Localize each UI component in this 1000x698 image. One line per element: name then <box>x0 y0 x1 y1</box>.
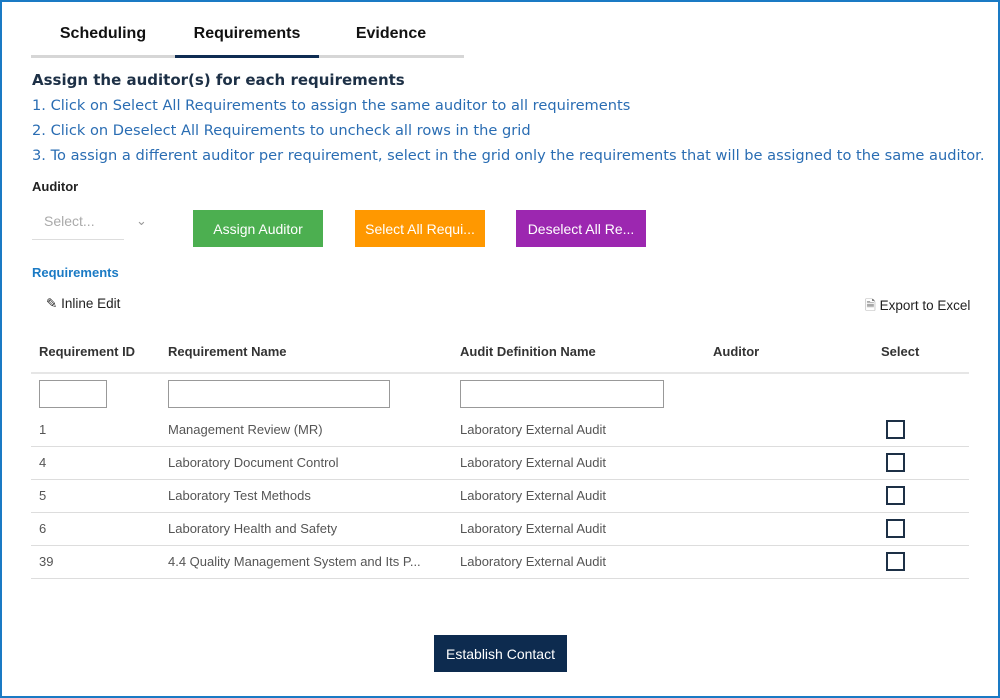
excel-file-icon: 🗎 <box>865 298 876 313</box>
assign-auditor-button[interactable]: Assign Auditor <box>193 210 323 247</box>
select-checkbox[interactable] <box>886 552 905 571</box>
select-checkbox[interactable] <box>886 419 905 439</box>
table-row: 1 Management Review (MR) Laboratory Exte… <box>31 413 969 447</box>
select-checkbox[interactable] <box>886 453 905 472</box>
tab-evidence[interactable]: Evidence <box>355 25 427 42</box>
cell-name: Laboratory Document Control <box>160 446 452 480</box>
table-row: 4 Laboratory Document Control Laboratory… <box>31 446 969 480</box>
filter-requirement-name[interactable] <box>168 379 390 408</box>
tab-bar: Scheduling Requirements Evidence <box>31 18 464 58</box>
table-row: 6 Laboratory Health and Safety Laborator… <box>31 512 969 546</box>
table-row: 5 Laboratory Test Methods Laboratory Ext… <box>31 479 969 513</box>
cell-auditor <box>705 479 873 513</box>
cell-audit: Laboratory External Audit <box>452 545 705 579</box>
cell-id: 39 <box>31 545 160 579</box>
cell-audit: Laboratory External Audit <box>452 512 705 546</box>
grid-title: Requirements <box>32 265 119 280</box>
select-checkbox[interactable] <box>886 519 905 538</box>
requirements-grid: Requirement ID Requirement Name Audit De… <box>31 330 969 579</box>
cell-id: 4 <box>31 446 160 480</box>
cell-id: 5 <box>31 479 160 513</box>
cell-name: 4.4 Quality Management System and Its P.… <box>160 545 452 579</box>
cell-auditor <box>705 413 873 447</box>
col-requirement-id[interactable]: Requirement ID <box>31 330 160 374</box>
export-excel-button[interactable]: 🗎 Export to Excel <box>865 296 970 319</box>
tab-requirements[interactable]: Requirements <box>175 18 319 58</box>
cell-id: 1 <box>31 413 160 447</box>
table-row: 39 4.4 Quality Management System and Its… <box>31 545 969 579</box>
col-auditor[interactable]: Auditor <box>705 330 873 374</box>
edit-icon: ✎ <box>46 296 58 311</box>
inline-edit-button[interactable]: ✎ Inline Edit <box>46 296 120 312</box>
cell-auditor <box>705 446 873 480</box>
cell-audit: Laboratory External Audit <box>452 479 705 513</box>
select-checkbox[interactable] <box>886 486 905 505</box>
col-select[interactable]: Select <box>873 330 969 374</box>
cell-audit: Laboratory External Audit <box>452 446 705 480</box>
select-all-requirements-button[interactable]: Select All Requi... <box>355 210 485 247</box>
chevron-down-icon[interactable]: ⌄ <box>136 213 147 228</box>
instruction-2: 2. Click on Deselect All Requirements to… <box>32 122 531 139</box>
filter-audit-definition-name[interactable] <box>460 379 664 408</box>
cell-id: 6 <box>31 512 160 546</box>
auditor-label: Auditor <box>32 179 79 194</box>
auditor-select[interactable]: Select... <box>32 207 124 240</box>
instruction-3: 3. To assign a different auditor per req… <box>32 147 985 164</box>
col-audit-definition-name[interactable]: Audit Definition Name <box>452 330 705 374</box>
filter-requirement-id[interactable] <box>39 379 107 408</box>
cell-auditor <box>705 545 873 579</box>
instruction-1: 1. Click on Select All Requirements to a… <box>32 97 631 114</box>
tab-scheduling[interactable]: Scheduling <box>59 25 147 42</box>
cell-audit: Laboratory External Audit <box>452 413 705 447</box>
cell-name: Laboratory Health and Safety <box>160 512 452 546</box>
col-requirement-name[interactable]: Requirement Name <box>160 330 452 374</box>
cell-name: Laboratory Test Methods <box>160 479 452 513</box>
page-heading: Assign the auditor(s) for each requireme… <box>32 71 405 89</box>
export-label: Export to Excel <box>879 298 971 313</box>
establish-contact-button[interactable]: Establish Contact <box>434 635 567 672</box>
deselect-all-requirements-button[interactable]: Deselect All Re... <box>516 210 646 247</box>
cell-auditor <box>705 512 873 546</box>
cell-name: Management Review (MR) <box>160 413 452 447</box>
inline-edit-label: Inline Edit <box>61 296 121 311</box>
